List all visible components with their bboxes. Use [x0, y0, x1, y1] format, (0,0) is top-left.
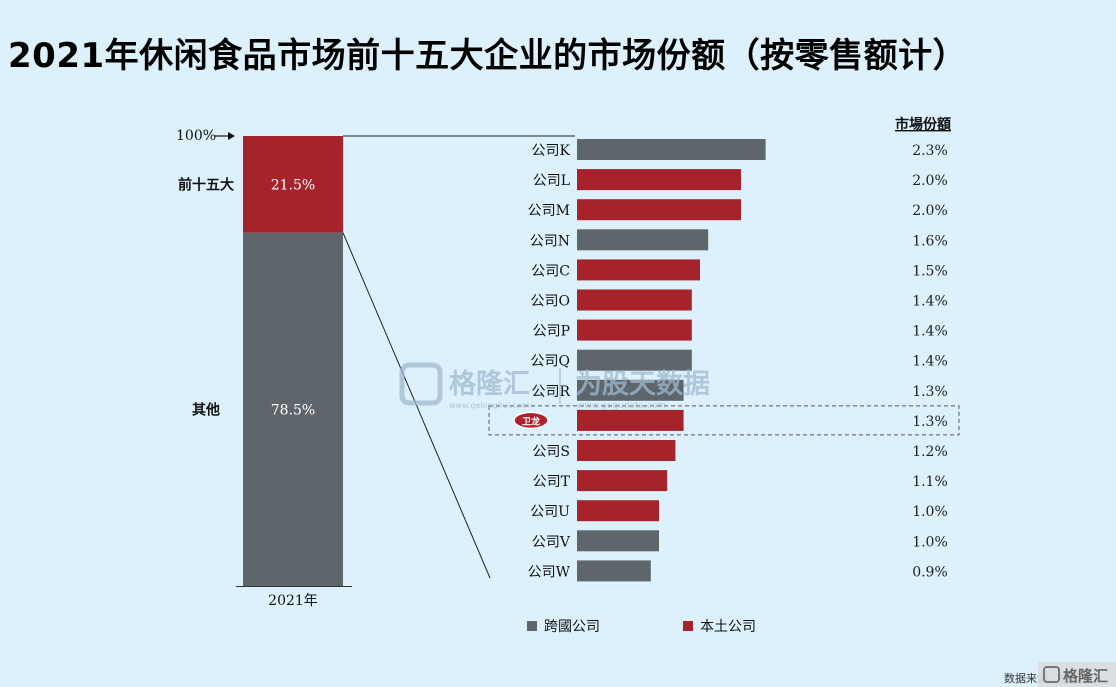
- corner-brand-text: 格隆汇: [1063, 667, 1108, 685]
- bar-1: [577, 169, 741, 191]
- bar-category-label-6: 公司P: [533, 324, 570, 340]
- bar-category-label-2: 公司M: [528, 203, 570, 219]
- value-column-header: 市場份額: [895, 116, 951, 133]
- bar-2: [577, 199, 741, 221]
- bar-12: [577, 500, 659, 522]
- bar-value-label-10: 1.2%: [912, 444, 948, 460]
- x-category-label: 2021年: [268, 593, 318, 609]
- bar-6: [577, 319, 692, 341]
- stacked-segment-0: [243, 136, 343, 233]
- watermark-brand: 格隆汇: [449, 369, 530, 400]
- page-title: 2021年休闲食品市场前十五大企业的市场份额（按零售额计）: [8, 36, 968, 76]
- bar-category-label-11: 公司T: [533, 474, 571, 490]
- highlight-dashed-box: [488, 405, 960, 436]
- bar-value-label-8: 1.3%: [912, 384, 948, 400]
- bar-value-label-6: 1.4%: [912, 324, 948, 340]
- bar-3: [577, 229, 709, 251]
- bar-value-label-5: 1.4%: [912, 294, 948, 310]
- bar-9: [577, 409, 684, 431]
- bar-category-label-5: 公司O: [531, 294, 570, 310]
- watermark-logo-icon: [399, 362, 443, 406]
- stacked-segment-1: [243, 232, 343, 586]
- watermark-slogan: 为股天数据: [575, 369, 710, 400]
- watermark-slogan-url: www.gegudata.com: [577, 401, 666, 411]
- bar-category-label-4: 公司C: [531, 263, 570, 279]
- stacked-bar-2021: 21.5% 前十五大 78.5% 其他 2021年 100%: [176, 128, 352, 609]
- bar-category-label-12: 公司U: [530, 504, 570, 520]
- company-logo-icon: [513, 411, 549, 430]
- bar-13: [577, 530, 659, 552]
- arrow-head-icon: [228, 132, 235, 140]
- bar-category-label-13: 公司V: [532, 534, 571, 550]
- bar-5: [577, 289, 692, 311]
- legend-swatch-multinational: [527, 621, 537, 631]
- bar-value-label-1: 2.0%: [912, 173, 948, 189]
- legend-swatch-domestic: [683, 621, 693, 631]
- total-100-label: 100%: [176, 128, 216, 144]
- bar-value-label-0: 2.3%: [912, 143, 948, 159]
- bar-category-label-10: 公司S: [532, 444, 570, 460]
- bar-value-label-12: 1.0%: [912, 504, 948, 520]
- bar-7: [577, 349, 692, 371]
- legend: 跨國公司 本土公司: [527, 619, 756, 635]
- stacked-segment-label-1: 其他: [192, 401, 220, 418]
- bar-11: [577, 470, 668, 492]
- legend-label-multinational: 跨國公司: [544, 619, 600, 635]
- company-logo-text: 卫龙: [522, 415, 540, 427]
- bar-category-label-8: 公司R: [531, 384, 570, 400]
- bar-category-label-3: 公司N: [530, 233, 570, 249]
- stacked-segment-value-1: 78.5%: [271, 402, 315, 418]
- bar-8: [577, 379, 684, 401]
- bar-value-label-4: 1.5%: [912, 263, 948, 279]
- bar-category-label-14: 公司W: [528, 564, 571, 580]
- bar-category-label-1: 公司L: [533, 173, 570, 189]
- legend-label-domestic: 本土公司: [700, 619, 756, 635]
- bar-value-label-2: 2.0%: [912, 203, 948, 219]
- bar-category-label-7: 公司Q: [531, 354, 570, 370]
- bar-value-label-14: 0.9%: [912, 564, 948, 580]
- bar-14: [577, 560, 651, 582]
- stacked-segment-label-0: 前十五大: [178, 176, 234, 193]
- footer: 数据来源：招股书格隆汇: [1004, 662, 1116, 687]
- corner-brand-icon: [1043, 666, 1060, 683]
- bar-4: [577, 259, 700, 281]
- stacked-segment-value-0: 21.5%: [271, 177, 315, 193]
- bar-value-label-9: 1.3%: [912, 414, 948, 430]
- bar-category-label-0: 公司K: [532, 143, 571, 159]
- bar-0: [577, 139, 766, 160]
- bar-value-label-11: 1.1%: [912, 474, 948, 490]
- bar-10: [577, 440, 676, 461]
- bar-value-label-7: 1.4%: [912, 354, 948, 370]
- bar-value-label-3: 1.6%: [912, 233, 948, 249]
- watermark-brand-url: www.gelonghui.com: [449, 401, 530, 410]
- bar-value-label-13: 1.0%: [912, 534, 948, 550]
